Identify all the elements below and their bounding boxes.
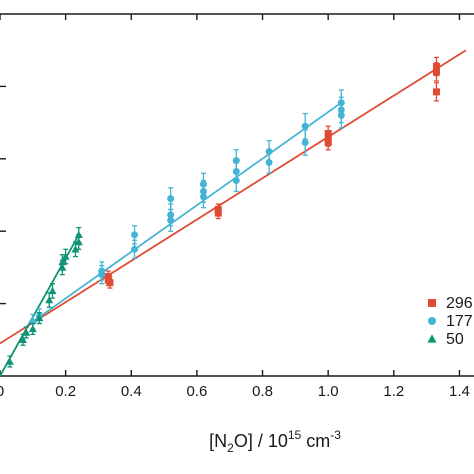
data-point-177 bbox=[337, 99, 345, 107]
data-point-177 bbox=[167, 211, 175, 219]
data-points bbox=[5, 56, 440, 368]
data-point-177 bbox=[131, 245, 139, 253]
data-point-50 bbox=[74, 230, 83, 239]
data-point-50 bbox=[18, 335, 27, 344]
data-point-177 bbox=[301, 139, 309, 147]
x-tick-label: 0.6 bbox=[186, 383, 207, 400]
x-axis-title-sup1: 15 bbox=[288, 428, 302, 442]
data-point-296 bbox=[432, 88, 440, 96]
data-point-50 bbox=[28, 324, 37, 333]
x-ticks: 0 0.2 0.4 0.6 0.8 1.0 1.2 1.4 bbox=[0, 14, 470, 400]
fit-line-177 bbox=[32, 101, 342, 323]
x-axis-title-sub: 2 bbox=[227, 441, 234, 455]
fit-lines bbox=[0, 49, 467, 377]
legend-marker-296 bbox=[428, 299, 436, 307]
data-point-50 bbox=[22, 328, 31, 336]
data-point-50 bbox=[5, 357, 14, 365]
x-tick-label: 1.0 bbox=[318, 383, 339, 400]
plot-frame bbox=[0, 13, 474, 377]
data-point-296 bbox=[106, 279, 114, 287]
x-tick-label: 0.4 bbox=[121, 383, 142, 400]
legend-marker-50 bbox=[427, 334, 437, 343]
x-axis-title-sup2: -3 bbox=[330, 428, 341, 442]
x-axis-title-unit: cm bbox=[301, 431, 330, 451]
data-point-296 bbox=[324, 129, 332, 137]
data-point-50 bbox=[71, 245, 80, 253]
x-axis-title-pre: [N bbox=[209, 431, 227, 451]
data-point-50 bbox=[61, 252, 70, 260]
x-tick-label: 1.2 bbox=[383, 383, 404, 400]
data-point-50 bbox=[48, 286, 57, 295]
data-point-177 bbox=[301, 122, 309, 130]
data-point-177 bbox=[167, 195, 175, 203]
data-point-177 bbox=[265, 148, 273, 156]
data-point-50 bbox=[45, 295, 54, 304]
data-point-177 bbox=[98, 267, 106, 275]
data-point-296 bbox=[432, 68, 440, 76]
x-tick-label: 0.8 bbox=[252, 383, 273, 400]
legend-marker-177 bbox=[428, 317, 436, 325]
x-axis-title: [N2O] / 1015 cm-3 bbox=[209, 428, 341, 455]
x-tick-label: 1.4 bbox=[449, 383, 470, 400]
x-tick-label: 0.2 bbox=[55, 383, 76, 400]
data-point-296 bbox=[324, 139, 332, 147]
data-point-296 bbox=[214, 209, 222, 217]
legend-label-177: 177 bbox=[446, 313, 473, 330]
x-axis-title-mid: O] / 10 bbox=[234, 431, 288, 451]
data-point-50 bbox=[35, 314, 44, 322]
data-point-177 bbox=[232, 157, 240, 165]
legend-label-296: 296 bbox=[446, 295, 473, 312]
data-point-177 bbox=[131, 231, 139, 239]
legend-label-50: 50 bbox=[446, 331, 464, 348]
data-point-296 bbox=[104, 272, 112, 280]
x-tick-label: 0 bbox=[0, 383, 4, 400]
fit-line-296 bbox=[0, 49, 467, 345]
data-point-177 bbox=[199, 180, 207, 188]
